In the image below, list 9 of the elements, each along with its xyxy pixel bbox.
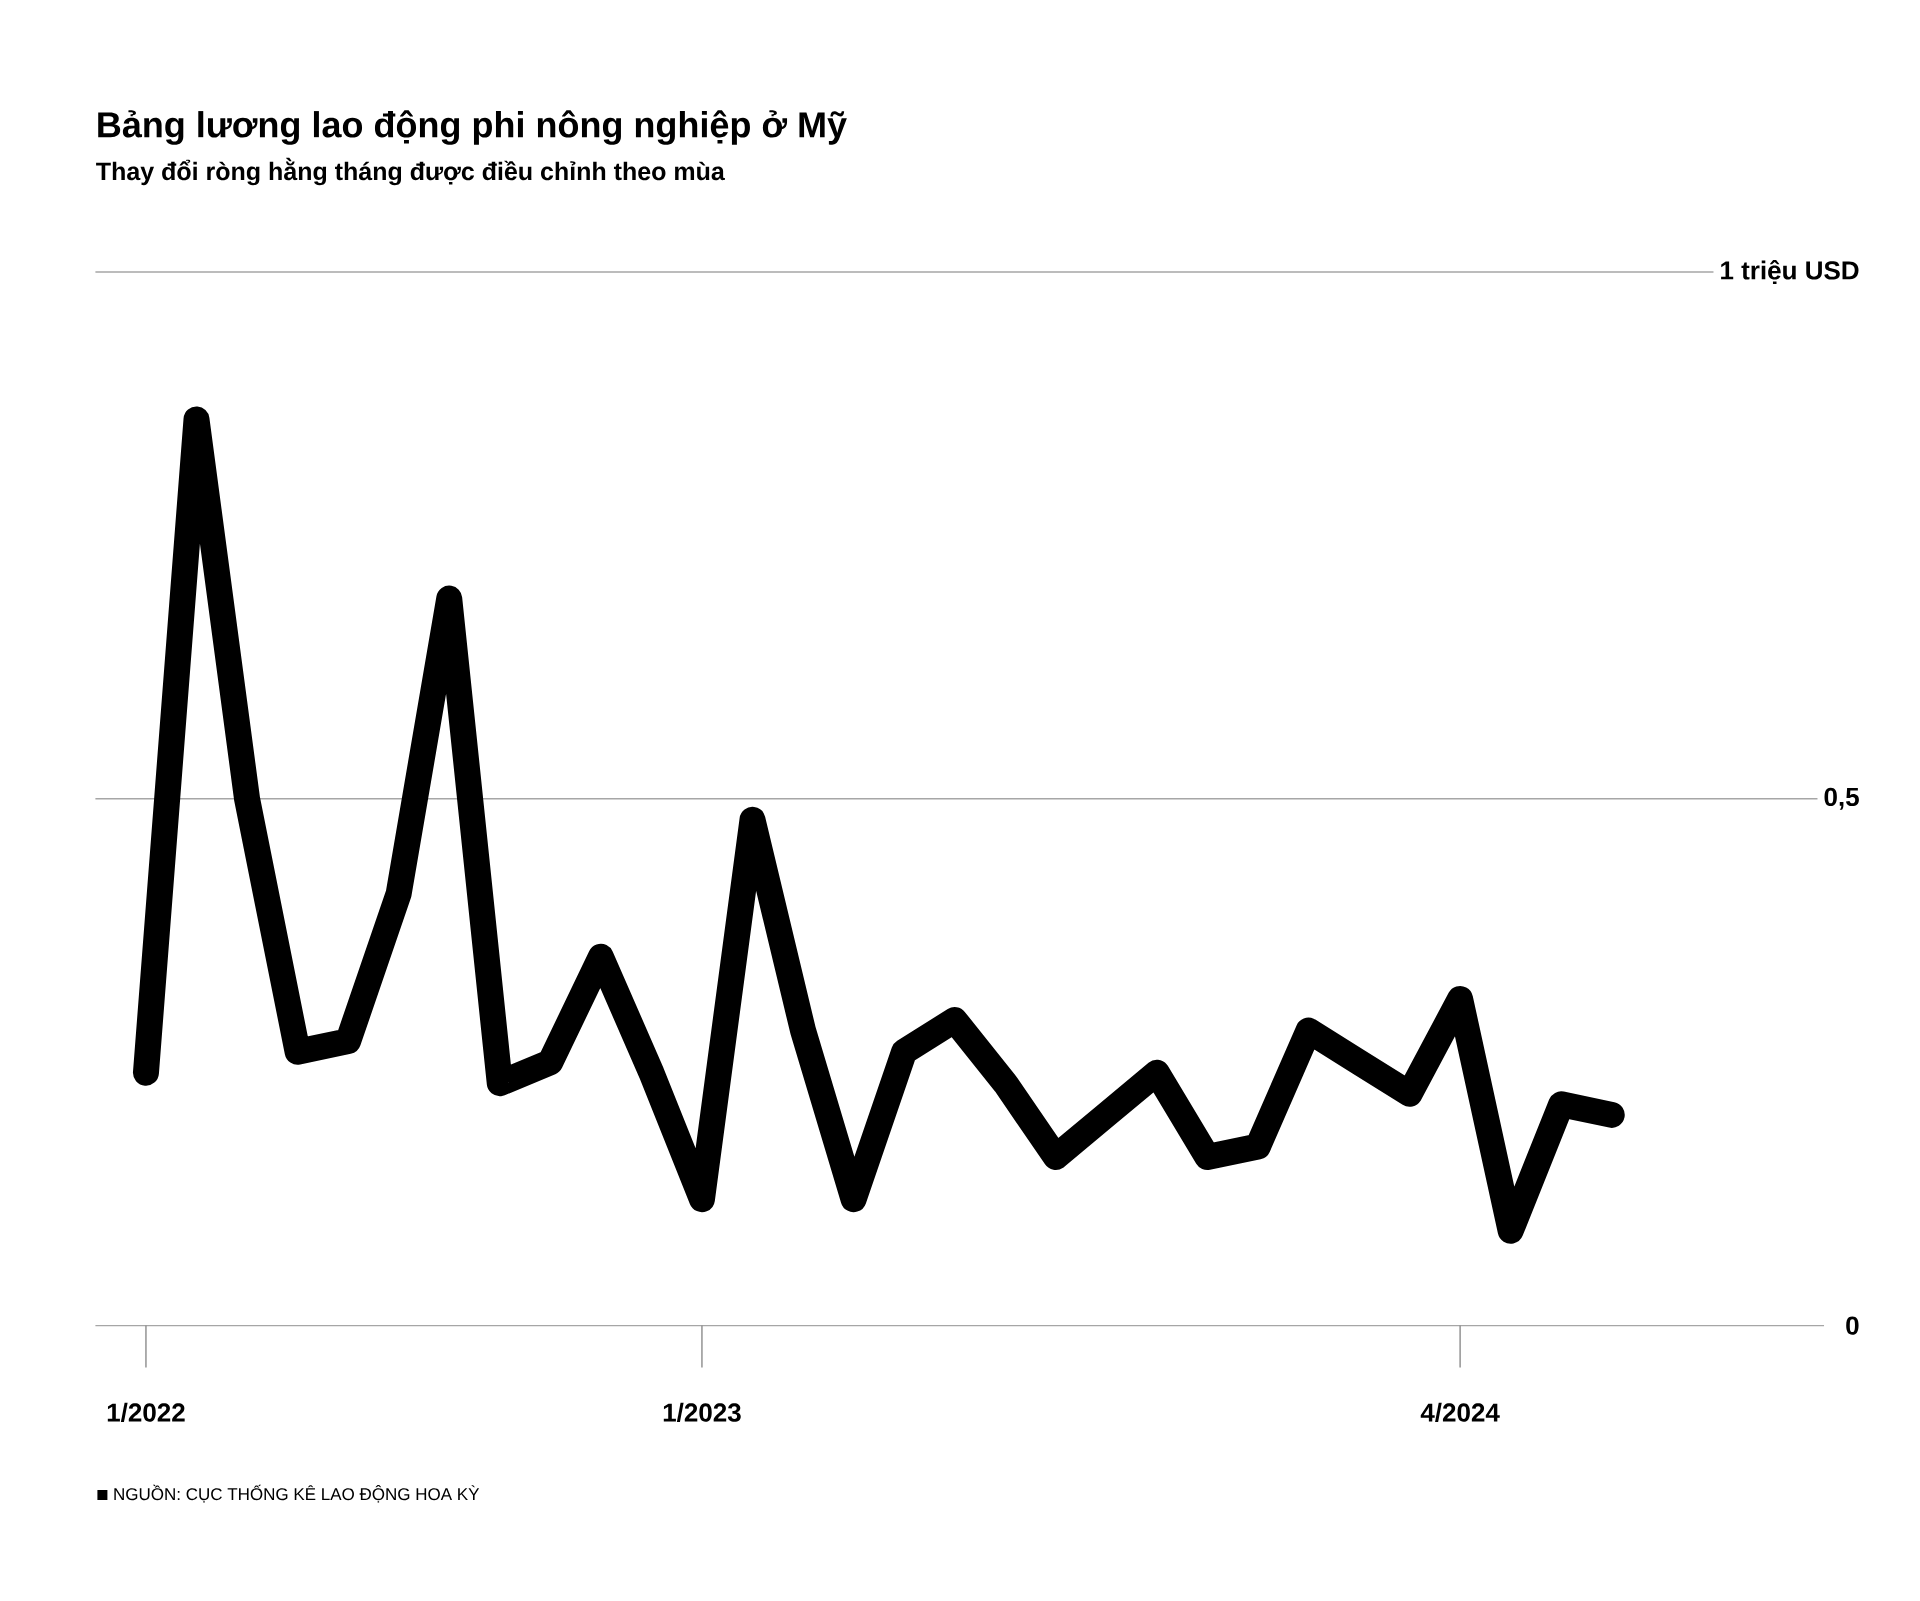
x-tick-label: 1/2022 xyxy=(107,1402,185,1423)
chart-title: Bảng lương lao động phi nông nghiệp ở Mỹ xyxy=(98,110,847,145)
x-tick-label: 4/2024 xyxy=(1420,1402,1500,1423)
y-tick-label: 1 triệu USD xyxy=(1721,259,1859,285)
y-tick-label: 0 xyxy=(1846,1316,1859,1335)
x-tick-label: 1/2023 xyxy=(663,1402,741,1423)
text: NGUỒN: CỤC THỐNG KÊ LAO ĐỘNG HOA KỲ xyxy=(114,1484,480,1503)
chart-subtitle: Thay đổi ròng hằng tháng được điều chỉnh theo mùa xyxy=(96,157,725,186)
y-tick-label: 0,5 xyxy=(1824,787,1859,810)
